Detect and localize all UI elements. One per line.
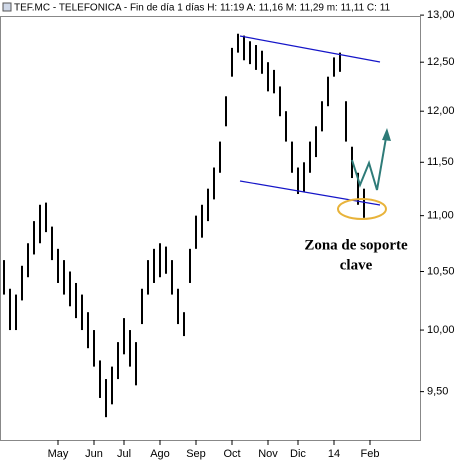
channel-line: [239, 180, 381, 206]
arrow-head: [382, 128, 391, 141]
x-tick-label: Oct: [223, 448, 240, 460]
x-tick-label: Nov: [258, 448, 278, 460]
annotation: Zona de soporte: [304, 237, 408, 253]
annotation: clave: [340, 257, 373, 273]
y-tick-label: 12,00: [427, 105, 455, 117]
y-tick-label: 9,50: [427, 386, 448, 398]
x-tick-label: Ago: [150, 448, 170, 460]
y-tick-label: 11,00: [427, 210, 454, 222]
x-tick-label: Feb: [361, 448, 380, 460]
support-ellipse: [337, 198, 387, 220]
x-tick-label: May: [48, 448, 69, 460]
x-tick-label: Jul: [117, 448, 131, 460]
channel-line: [239, 35, 381, 63]
x-tick-label: 14: [328, 448, 340, 460]
x-tick-label: Dic: [290, 448, 306, 460]
x-tick-label: Sep: [186, 448, 206, 460]
plot: [3, 33, 365, 418]
y-tick-label: 13,00: [427, 9, 455, 21]
projection-arrow: [351, 131, 388, 191]
title-icon: [2, 2, 12, 12]
chart-title: TEF.MC - TELEFONICA - Fin de día 1 días …: [14, 3, 391, 14]
y-tick-label: 10,00: [427, 324, 455, 336]
y-tick-label: 10,50: [427, 265, 455, 277]
y-tick-label: 12,50: [427, 56, 455, 68]
x-tick-label: Jun: [85, 448, 103, 460]
plot-frame: [0, 16, 421, 441]
y-tick-label: 11,50: [427, 156, 454, 168]
